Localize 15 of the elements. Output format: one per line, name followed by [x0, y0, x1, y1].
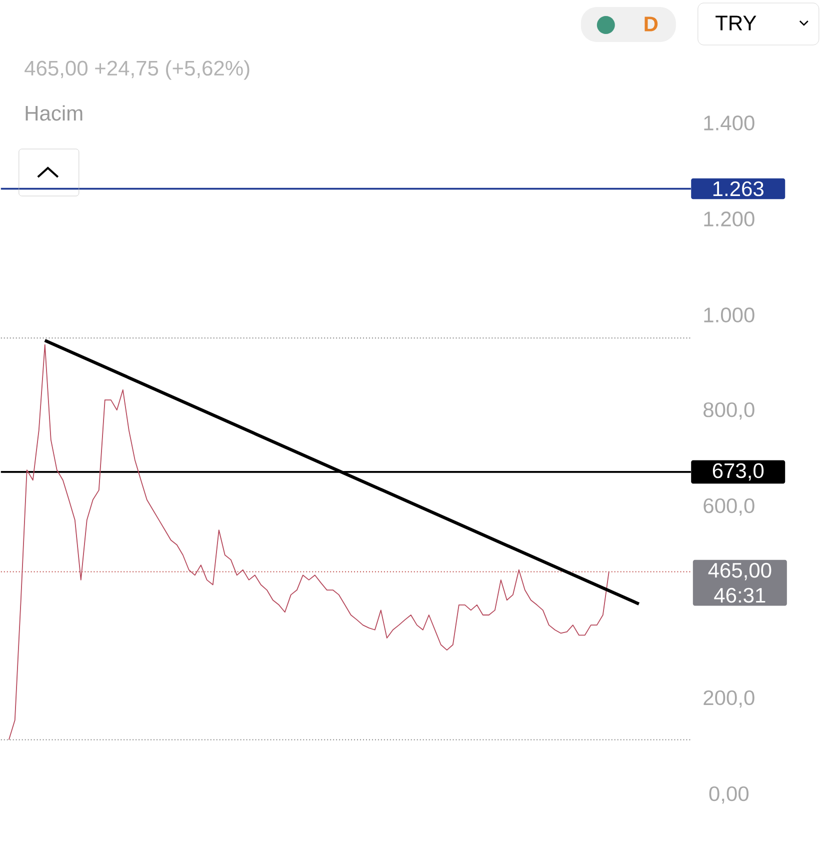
y-tick-label: 200,0 [704, 690, 754, 708]
text: D [644, 16, 658, 32]
ref-line-label: 1.263 [713, 181, 764, 196]
y-tick-label: 800,0 [704, 402, 754, 420]
y-tick-label: 600,0 [704, 498, 754, 516]
text: TRY [716, 16, 756, 30]
y-tick-label: 1.200 [704, 212, 754, 226]
text: 46:31 [714, 588, 766, 603]
text: Hacim [26, 105, 82, 121]
y-tick-label: 1.000 [704, 308, 754, 322]
y-tick-label: 0,00 [709, 786, 749, 804]
ref-line-label: 673,0 [712, 463, 764, 481]
y-tick-label: 1.400 [704, 116, 754, 130]
chart-subtitle: 465,00 +24,75 (+5,62%) [24, 60, 250, 80]
ref-line-label: 465,00 [708, 562, 772, 580]
